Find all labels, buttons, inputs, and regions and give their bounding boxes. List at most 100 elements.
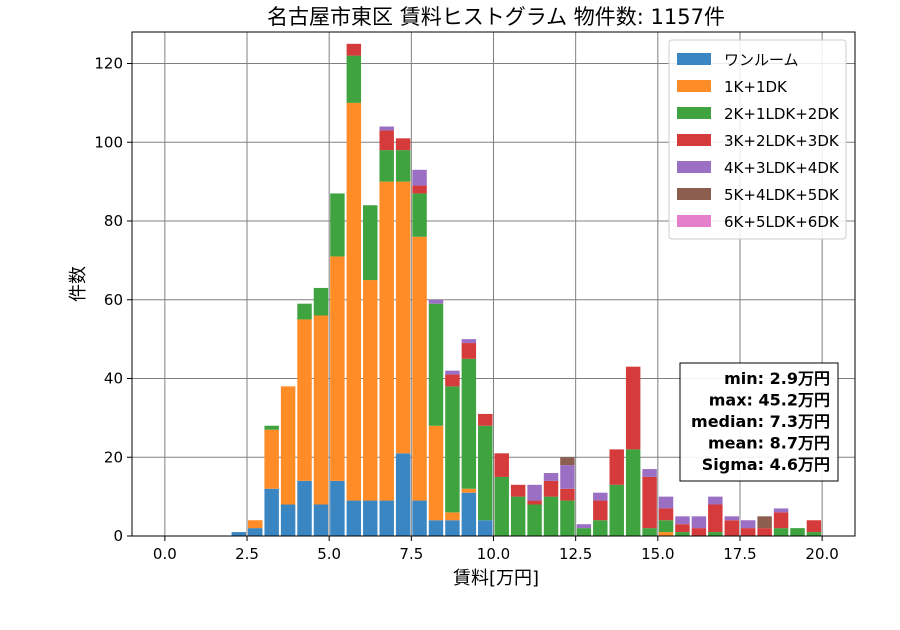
stats-line: Sigma: 4.6万円 (702, 455, 830, 474)
bar-segment-2-bin-4 (280, 386, 296, 505)
bar-segment-4-bin-30 (708, 504, 723, 533)
y-tick-label: 40 (104, 370, 123, 388)
bar-segment-4-bin-36 (806, 520, 822, 533)
bar-segment-3-bin-24 (609, 484, 624, 536)
bar-segment-5-bin-26 (642, 469, 657, 477)
bar-segment-3-bin-12 (412, 193, 427, 237)
bar-segment-3-bin-8 (346, 55, 362, 103)
stats-box: min: 2.9万円 max: 45.2万円 median: 7.3万円 mean: … (679, 362, 839, 482)
bar-segment-3-bin-7 (330, 193, 345, 257)
bar-segment-1-bin-14 (445, 520, 460, 536)
bar-segment-3-bin-15 (461, 358, 477, 489)
bar-segment-1-bin-12 (412, 500, 427, 536)
bar-segment-4-bin-21 (560, 488, 575, 501)
bar-segment-5-bin-21 (560, 465, 575, 489)
y-tick-label: 20 (104, 448, 123, 466)
bar-segment-2-bin-13 (428, 425, 444, 521)
bar-segment-5-bin-34 (773, 508, 789, 513)
bar-segment-3-bin-3 (264, 425, 279, 430)
bar-segment-5-bin-15 (461, 339, 477, 344)
bar-segment-4-bin-26 (642, 476, 657, 529)
bar-segment-4-bin-34 (773, 512, 789, 529)
bar-segment-1-bin-7 (330, 480, 345, 536)
y-tick-label: 60 (104, 291, 123, 309)
bar-segment-3-bin-23 (593, 520, 608, 536)
bar-segment-4-bin-32 (740, 528, 756, 536)
legend-swatch (677, 188, 711, 200)
bars (231, 43, 822, 536)
bar-segment-1-bin-16 (478, 520, 493, 536)
bar-segment-1-bin-2 (248, 528, 263, 536)
legend-swatch (677, 107, 711, 119)
x-tick-label: 2.5 (235, 545, 259, 563)
bar-segment-4-bin-24 (609, 449, 624, 485)
bar-segment-3-bin-36 (806, 532, 822, 536)
bar-segment-5-bin-31 (724, 516, 739, 521)
x-tick-label: 10.0 (477, 545, 510, 563)
bar-segment-2-bin-15 (461, 488, 477, 493)
x-axis-label: 賃料[万円] (453, 568, 539, 589)
stats-line: max: 45.2万円 (709, 391, 830, 410)
bar-segment-4-bin-19 (527, 500, 542, 505)
legend-swatch (677, 161, 711, 173)
x-tick-label: 17.5 (723, 545, 756, 563)
stats-box-frame (679, 362, 839, 482)
bar-segment-4-bin-10 (379, 130, 394, 151)
x-tick-label: 20.0 (805, 545, 838, 563)
bar-segment-1-bin-11 (395, 453, 411, 536)
bar-segment-3-bin-16 (478, 425, 493, 521)
bar-segment-4-bin-15 (461, 343, 477, 359)
y-tick-label: 0 (113, 527, 123, 545)
bar-segment-5-bin-10 (379, 126, 394, 131)
bar-segment-4-bin-16 (478, 413, 493, 426)
bar-segment-4-bin-12 (412, 185, 427, 194)
bar-segment-5-bin-19 (527, 484, 542, 501)
bar-segment-3-bin-18 (510, 496, 526, 536)
x-axis-ticks: 0.0 2.5 5.0 7.5 10.0 12.5 15.0 17.5 20.0 (153, 536, 839, 563)
bar-segment-4-bin-25 (625, 366, 641, 450)
bar-segment-3-bin-19 (527, 504, 542, 536)
bar-segment-2-bin-11 (395, 181, 411, 454)
bar-segment-2-bin-12 (412, 236, 427, 501)
bar-segment-3-bin-10 (379, 150, 394, 182)
bar-segment-4-bin-11 (395, 138, 411, 151)
bar-segment-5-bin-32 (740, 520, 756, 529)
bar-segment-5-bin-28 (675, 516, 690, 525)
bar-segment-3-bin-28 (675, 532, 690, 536)
bar-segment-1-bin-10 (379, 500, 394, 536)
bar-segment-3-bin-20 (543, 496, 559, 536)
legend-entry-label: 5K+4LDK+5DK (724, 186, 840, 204)
y-tick-label: 100 (94, 133, 123, 151)
x-tick-label: 0.0 (153, 545, 177, 563)
y-tick-label: 80 (104, 212, 123, 230)
legend-entry-label: 2K+1LDK+2DK (724, 105, 840, 123)
bar-segment-4-bin-29 (691, 528, 707, 536)
x-tick-label: 12.5 (559, 545, 592, 563)
bar-segment-2-bin-9 (363, 280, 378, 501)
bar-segment-4-bin-23 (593, 500, 608, 521)
y-tick-label: 120 (94, 55, 123, 73)
bar-segment-3-bin-5 (297, 303, 312, 320)
bar-segment-4-bin-8 (346, 43, 362, 56)
bar-segment-5-bin-20 (543, 473, 559, 481)
x-tick-label: 15.0 (641, 545, 674, 563)
bar-segment-5-bin-27 (658, 496, 674, 509)
bar-segment-2-bin-6 (313, 315, 329, 505)
legend-entry-label: 6K+5LDK+6DK (724, 213, 840, 231)
bar-segment-1-bin-1 (231, 532, 247, 536)
bar-segment-3-bin-9 (363, 205, 378, 281)
bar-segment-1-bin-5 (297, 480, 312, 536)
legend-swatch (677, 215, 711, 227)
legend-swatch (677, 80, 711, 92)
bar-segment-2-bin-10 (379, 181, 394, 501)
bar-segment-1-bin-3 (264, 488, 279, 536)
bar-segment-3-bin-21 (560, 500, 575, 536)
stats-line: min: 2.9万円 (724, 369, 830, 388)
x-tick-label: 5.0 (317, 545, 341, 563)
bar-segment-2-bin-14 (445, 512, 460, 521)
bar-segment-1-bin-8 (346, 500, 362, 536)
bar-segment-2-bin-7 (330, 256, 345, 481)
bar-segment-3-bin-11 (395, 150, 411, 182)
bar-segment-3-bin-17 (494, 476, 509, 536)
bar-segment-4-bin-20 (543, 480, 559, 497)
